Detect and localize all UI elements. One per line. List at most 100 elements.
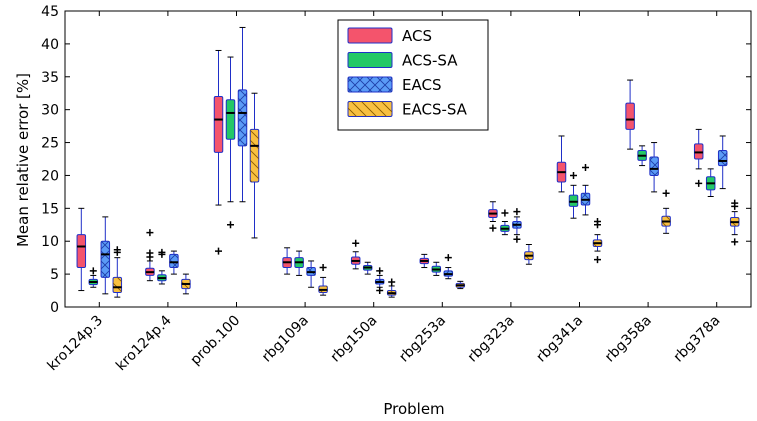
legend-label: EACS-SA [402, 101, 468, 119]
box-eacs-sa-rbg109a [318, 264, 328, 296]
flier-marker [319, 264, 327, 272]
y-tick-label: 5 [50, 267, 59, 283]
box-eacs-sa-kro124p-3 [112, 246, 123, 298]
legend-item-eacs-sa: EACS-SA [347, 101, 468, 119]
box-acs-kro124p-4 [145, 229, 155, 282]
box-eacs-sa-rbg358a [661, 189, 671, 234]
x-tick-label: rbg341a [533, 313, 586, 366]
box-acs-sa-rbg253a [431, 261, 442, 276]
y-tick-label: 0 [50, 300, 59, 316]
legend-label: EACS [402, 76, 441, 94]
box-acs-sa-rbg358a [637, 145, 647, 167]
legend-swatch [347, 27, 393, 44]
flier-marker [513, 235, 521, 243]
box-pattern [113, 277, 122, 293]
legend-item-acs: ACS [347, 27, 432, 45]
box-eacs-kro124p-3 [100, 216, 111, 295]
box-acs-rbg358a [625, 79, 635, 150]
box-eacs-rbg378a [717, 135, 728, 190]
box-acs-prob-100 [213, 49, 224, 255]
box-eacs-rbg358a [649, 142, 659, 193]
flier-marker [695, 179, 703, 187]
flier-marker [388, 278, 396, 286]
box-acs-sa-kro124p-3 [88, 267, 99, 288]
plot-frame [64, 10, 752, 308]
box-acs-rbg378a [693, 128, 704, 187]
box-pattern [250, 129, 259, 183]
flier-marker [146, 249, 154, 257]
flier-marker [158, 248, 166, 256]
x-tick-label: kro124p.3 [45, 313, 107, 375]
flier-marker [146, 229, 154, 237]
legend-item-acs-sa: ACS-SA [347, 52, 458, 70]
y-tick-label: 20 [41, 168, 59, 184]
flier-marker [89, 267, 97, 275]
legend: ACS ACS-SA EACS EACS-SA [337, 19, 489, 131]
box-acs-sa-prob-100 [225, 56, 236, 229]
flier-marker [376, 287, 384, 295]
flier-marker [444, 254, 452, 262]
x-tick-label: prob.100 [187, 313, 243, 369]
y-tick-label: 10 [41, 234, 59, 250]
x-tick-label: rbg358a [602, 313, 655, 366]
flier-marker [594, 217, 601, 225]
x-tick-label: rbg150a [328, 313, 381, 366]
box-acs-sa-rbg323a [500, 209, 510, 236]
flier-marker [227, 221, 234, 229]
legend-swatch-pattern [348, 77, 392, 92]
box-eacs-sa-rbg378a [729, 199, 740, 246]
box-eacs-sa-rbg253a [455, 280, 466, 290]
legend-swatch-pattern [348, 101, 392, 117]
box-acs-rbg109a [282, 247, 292, 275]
box-eacs-kro124p-4 [169, 250, 179, 275]
box-pattern [101, 241, 110, 278]
flier-marker [731, 199, 739, 207]
box-acs-sa-rbg341a [568, 171, 579, 219]
box-eacs-rbg323a [512, 208, 522, 243]
flier-marker [662, 189, 670, 197]
box-eacs-rbg253a [443, 254, 454, 280]
y-tick-label: 30 [41, 103, 59, 119]
box-eacs-prob-100 [237, 26, 248, 203]
legend-item-eacs: EACS [347, 76, 441, 94]
flier-marker [582, 164, 589, 172]
box-body [625, 102, 635, 130]
box-eacs-sa-rbg341a [592, 217, 603, 264]
flier-marker [513, 208, 521, 216]
flier-marker [215, 247, 222, 255]
flier-marker [731, 238, 739, 246]
box-body [213, 96, 224, 153]
x-axis-label: Problem [383, 400, 444, 418]
flier-marker [501, 209, 509, 217]
flier-marker [594, 256, 601, 264]
flier-marker [570, 171, 577, 179]
x-tick-label: rbg109a [259, 313, 312, 366]
box-acs-sa-rbg109a [294, 250, 304, 276]
box-eacs-rbg341a [580, 164, 591, 216]
y-tick-label: 15 [41, 201, 59, 217]
box-acs-sa-kro124p-4 [157, 248, 167, 285]
box-acs-kro124p-3 [76, 207, 87, 292]
box-acs-sa-rbg378a [705, 168, 716, 197]
flier-marker [489, 224, 497, 232]
legend-label: ACS-SA [402, 52, 458, 70]
legend-swatch [347, 52, 393, 68]
box-acs-rbg253a [419, 253, 430, 269]
box-eacs-sa-rbg323a [524, 244, 534, 265]
box-acs-rbg150a [350, 239, 361, 270]
x-tick-label: rbg253a [396, 313, 449, 366]
x-tick-label: rbg323a [465, 313, 518, 366]
y-tick-label: 45 [41, 4, 59, 20]
box-eacs-sa-rbg150a [386, 278, 397, 298]
box-acs-sa-rbg150a [362, 261, 373, 275]
y-tick-label: 35 [41, 70, 59, 86]
box-eacs-sa-kro124p-4 [181, 273, 191, 295]
box-body [76, 234, 87, 269]
box-body [225, 99, 236, 140]
x-tick-label: kro124p.4 [113, 312, 175, 374]
box-acs-rbg323a [488, 201, 498, 232]
box-pattern [649, 157, 659, 176]
flier-marker [113, 246, 121, 254]
legend-label: ACS [402, 27, 432, 45]
